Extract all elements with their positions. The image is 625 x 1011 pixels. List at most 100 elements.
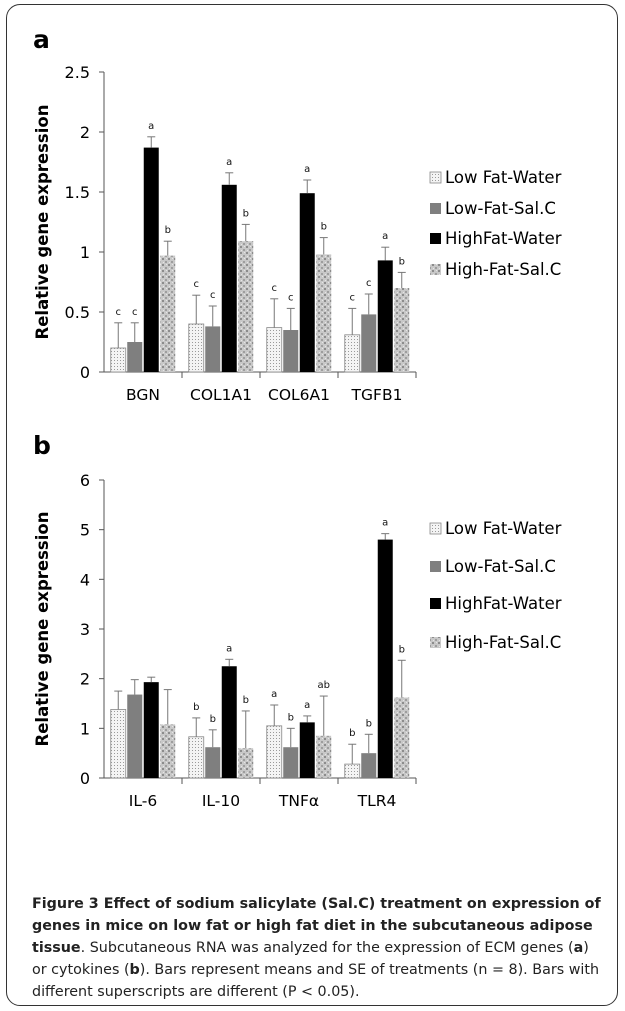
panel-a-significance-letter: c <box>350 292 356 303</box>
panel-b-y-tick-label: 5 <box>80 521 90 540</box>
panel-b-significance-letter: a <box>271 689 277 700</box>
panel-b-category-label: TLR4 <box>357 792 397 810</box>
panel-a-label: a <box>33 25 50 54</box>
panel-a-legend-swatch <box>430 203 441 214</box>
panel-b-y-tick-label: 1 <box>80 719 90 738</box>
panel-b-category-label: IL-6 <box>129 792 157 810</box>
panel-b-legend-swatch <box>430 561 441 572</box>
panel-b-bar <box>394 697 410 778</box>
panel-a-y-tick-label: 1.5 <box>65 183 90 202</box>
panel-a-bar <box>221 184 237 372</box>
panel-a-legend-swatch <box>429 171 442 184</box>
panel-b-legend-label: Low Fat-Water <box>445 519 562 538</box>
panel-b-significance-letter: a <box>304 700 310 711</box>
panel-a-bar <box>316 254 332 372</box>
panel-b-bar <box>266 725 283 779</box>
panel-a-y-tick-label: 1 <box>80 243 90 262</box>
panel-a-category-label: COL6A1 <box>268 386 330 404</box>
panel-a-bar <box>160 255 176 372</box>
panel-a-y-tick-label: 0.5 <box>65 303 90 322</box>
panel-a-bar <box>205 326 221 372</box>
panel-a-bar <box>110 347 127 373</box>
panel-b-legend-label: High-Fat-Sal.C <box>445 633 561 652</box>
panel-b-bar <box>344 763 361 779</box>
panel-b-significance-letter: b <box>243 695 249 706</box>
panel-b-y-tick-label: 2 <box>80 670 90 689</box>
panel-a-significance-letter: c <box>132 307 138 318</box>
panel-a-bar <box>143 147 159 372</box>
caption-panel-a-ref: a <box>573 940 584 956</box>
panel-a-category-label: TGFB1 <box>351 386 403 404</box>
panel-a-category-label: BGN <box>126 386 160 404</box>
panel-b-significance-letter: b <box>193 702 199 713</box>
panel-a-significance-letter: c <box>272 283 278 294</box>
panel-a-significance-letter: b <box>321 222 327 233</box>
panel-b-bar <box>143 682 159 778</box>
panel-b-bar <box>205 747 221 778</box>
panel-a-y-tick-label: 2.5 <box>65 63 90 82</box>
caption-text-2: ) or cytokines ( <box>32 940 589 978</box>
panel-a-bar <box>283 330 299 372</box>
panel-b-significance-letter: b <box>288 712 294 723</box>
panel-b-significance-letter: a <box>226 643 232 654</box>
figure-caption: Figure 3 Effect of sodium salicylate (Sa… <box>32 893 607 1003</box>
caption-title: Effect of sodium salicylate (Sal.C) trea… <box>32 896 601 956</box>
caption-text-3: ). Bars represent means and SE of treatm… <box>32 962 600 1000</box>
figure-frame <box>6 4 618 1006</box>
caption-text-1: . Subcutaneous RNA was analyzed for the … <box>80 940 574 956</box>
panel-a-legend-swatch <box>430 264 441 275</box>
panel-a-significance-letter: c <box>194 279 200 290</box>
panel-a-legend-label: Low-Fat-Sal.C <box>445 199 556 218</box>
panel-a-bar <box>394 288 410 372</box>
panel-a-significance-letter: b <box>243 208 249 219</box>
panel-b-significance-letter: b <box>349 728 355 739</box>
panel-b-y-tick-label: 6 <box>80 471 90 490</box>
panel-a-bar <box>377 260 393 372</box>
panel-a-bar <box>361 314 377 372</box>
panel-a-y-tick-label: 2 <box>80 123 90 142</box>
panel-b-legend-label: HighFat-Water <box>445 594 562 613</box>
panel-a-bar <box>188 323 205 373</box>
panel-a-bar <box>344 334 361 373</box>
panel-a-legend-label: High-Fat-Sal.C <box>445 260 561 279</box>
panel-a-significance-letter: c <box>210 290 216 301</box>
panel-a-y-axis-title: Relative gene expression <box>33 105 52 340</box>
panel-a-bar <box>299 193 315 372</box>
panel-a-y-tick-label: 0 <box>80 363 90 382</box>
panel-a-significance-letter: b <box>399 256 405 267</box>
panel-b-bar <box>127 694 143 778</box>
panel-b-bar <box>316 735 332 778</box>
panel-b-category-label: TNFα <box>278 792 319 810</box>
panel-b-y-tick-label: 3 <box>80 620 90 639</box>
panel-b-label: b <box>33 431 51 460</box>
panel-b-category-label: IL-10 <box>202 792 240 810</box>
panel-b-significance-letter: b <box>399 644 405 655</box>
panel-b-legend-swatch <box>430 598 441 609</box>
panel-b-bar <box>221 666 237 778</box>
panel-b-significance-letter: b <box>210 714 216 725</box>
panel-b-y-tick-label: 4 <box>80 570 90 589</box>
panel-b-bar <box>160 724 176 778</box>
panel-a-legend-swatch <box>430 233 441 244</box>
panel-a-bar <box>127 342 143 372</box>
caption-panel-b-ref: b <box>129 962 140 978</box>
panel-a-significance-letter: a <box>382 231 388 242</box>
caption-figure-label: Figure 3 <box>32 896 99 912</box>
panel-b-legend-swatch <box>429 522 442 535</box>
panel-a-significance-letter: a <box>304 164 310 175</box>
panel-b-legend-label: Low-Fat-Sal.C <box>445 557 556 576</box>
panel-a-significance-letter: c <box>366 278 372 289</box>
panel-b-bar <box>110 709 127 779</box>
panel-b-bar <box>188 736 205 779</box>
panel-a-significance-letter: c <box>288 292 294 303</box>
panel-b-significance-letter: ab <box>318 680 330 691</box>
panel-b-y-tick-label: 0 <box>80 769 90 788</box>
panel-b-y-axis-title: Relative gene expression <box>33 512 52 747</box>
panel-a-significance-letter: b <box>165 225 171 236</box>
panel-a-bar <box>238 241 254 372</box>
panel-a-category-label: COL1A1 <box>190 386 252 404</box>
panel-b-bar <box>361 753 377 778</box>
panel-b-significance-letter: b <box>366 718 372 729</box>
panel-a-significance-letter: c <box>116 307 122 318</box>
